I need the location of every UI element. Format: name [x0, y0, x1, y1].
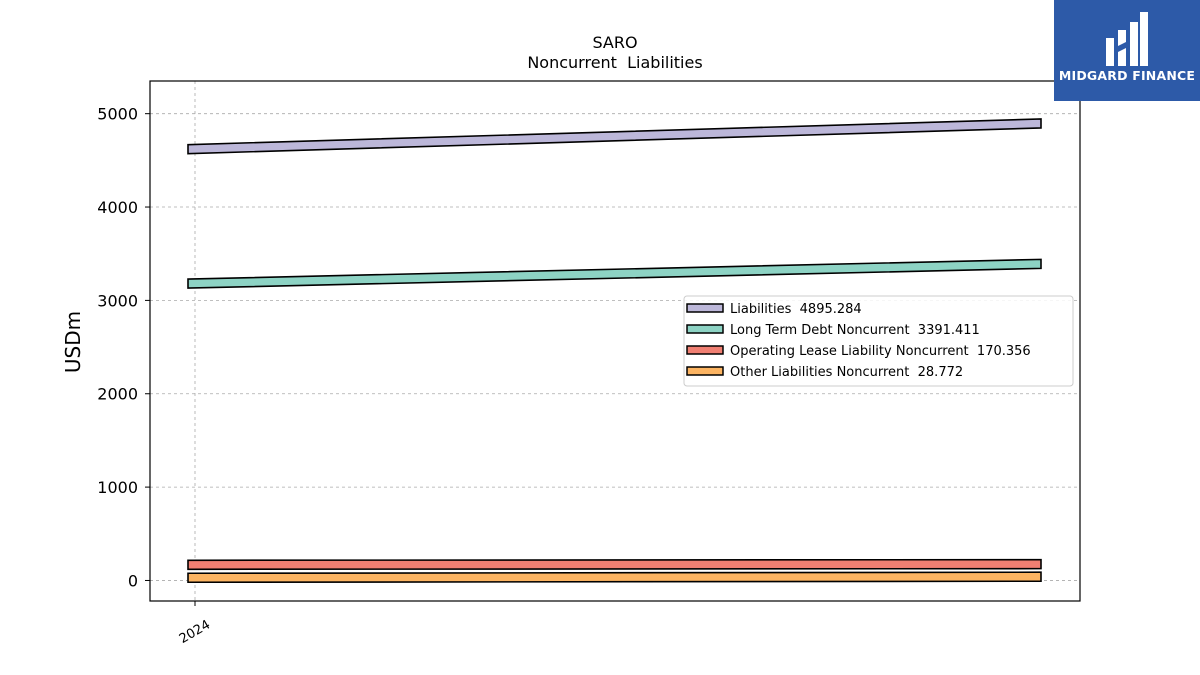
logo-mark-icon	[1106, 12, 1148, 66]
legend-box	[683, 295, 1074, 387]
series-band	[187, 118, 1042, 155]
chart-subtitle: Noncurrent Liabilities	[527, 53, 702, 72]
y-tick-label: 1000	[97, 478, 138, 497]
series-band	[187, 258, 1042, 289]
y-tick-label: 3000	[97, 291, 138, 310]
series-band	[187, 571, 1042, 584]
legend: Liabilities 4895.284 Long Term Debt Noncu…	[683, 295, 1074, 387]
ticks: 0 1000 2000 3000 4000 5000 2024	[97, 105, 213, 647]
y-tick-label: 5000	[97, 105, 138, 124]
y-axis-label: USDm	[61, 311, 85, 373]
legend-swatch	[686, 366, 724, 376]
plot-frame	[149, 80, 1081, 602]
y-tick-label: 2000	[97, 385, 138, 404]
logo-text: MIDGARD FINANCE	[1058, 68, 1196, 83]
legend-entry: Operating Lease Liability Noncurrent 170…	[730, 344, 1031, 359]
series-layer	[187, 118, 1042, 584]
legend-swatch	[686, 345, 724, 355]
legend-swatch	[686, 303, 724, 313]
legend-swatch	[686, 324, 724, 334]
legend-entry: Liabilities 4895.284	[730, 302, 862, 317]
y-tick-label: 0	[128, 571, 138, 590]
series-band	[187, 558, 1042, 571]
brand-logo: MIDGARD FINANCE	[1054, 0, 1200, 101]
legend-entry: Other Liabilities Noncurrent 28.772	[730, 365, 963, 380]
chart-title: SARO	[592, 33, 637, 52]
x-tick-label: 2024	[177, 617, 213, 647]
legend-entry: Long Term Debt Noncurrent 3391.411	[730, 323, 980, 338]
y-tick-label: 4000	[97, 198, 138, 217]
